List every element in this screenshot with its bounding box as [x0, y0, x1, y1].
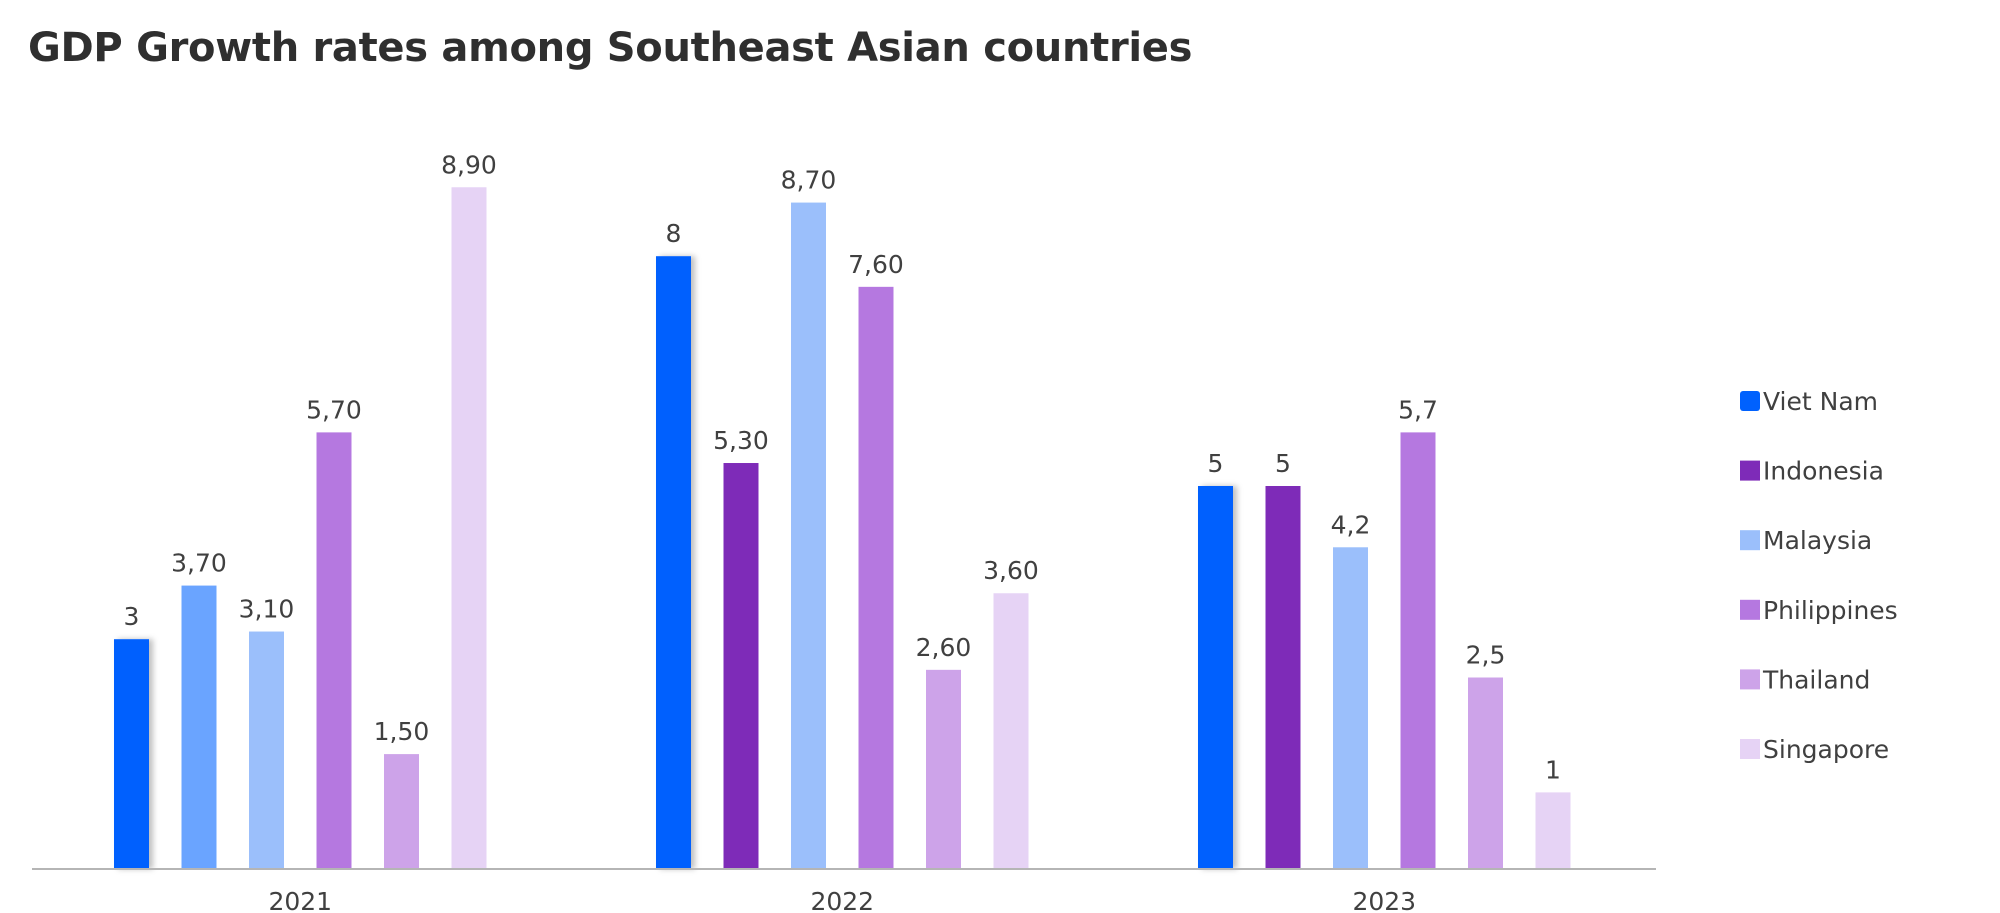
- value-label-singapore-2021: 8,90: [441, 150, 497, 179]
- value-label-malaysia-2022: 8,70: [781, 166, 837, 195]
- value-label-singapore-2023: 1: [1545, 755, 1561, 784]
- legend-label-philippines: Philippines: [1763, 596, 1898, 625]
- legend-swatch-singapore: [1740, 739, 1760, 759]
- legend-swatch-philippines: [1740, 599, 1760, 620]
- value-labels: 3 3,70 3,10 5,70 1,50 8,90 8 5,30 8,70 7,60 2,60 3,…: [124, 150, 1561, 784]
- bars-layer: [114, 187, 1571, 870]
- legend-label-malaysia: Malaysia: [1763, 526, 1872, 555]
- legend-label-indonesia: Indonesia: [1763, 457, 1884, 486]
- legend: Viet Nam Indonesia Malaysia Philippines Thai…: [1740, 387, 1898, 764]
- value-label-indonesia-2022: 5,30: [713, 426, 769, 455]
- bar-malaysia-2021: [249, 631, 284, 869]
- value-label-viet-nam-2022: 8: [666, 219, 682, 248]
- bar-indonesia-2022: [723, 463, 759, 869]
- bar-philippines-2022: [858, 286, 894, 870]
- bar-philippines-2021: [316, 432, 352, 869]
- x-axis: 2021 2022 2023: [32, 868, 1656, 913]
- bar-singapore-2023: [1535, 792, 1571, 869]
- value-label-viet-nam-2023: 5: [1208, 449, 1224, 478]
- bar-malaysia-2023: [1333, 547, 1368, 869]
- value-label-malaysia-2023: 4,2: [1331, 510, 1371, 539]
- value-label-indonesia-2023: 5: [1275, 449, 1291, 478]
- bar-viet-nam-2023: [1198, 486, 1233, 869]
- legend-label-viet-nam: Viet Nam: [1763, 387, 1878, 416]
- value-label-malaysia-2021: 3,10: [239, 595, 295, 624]
- bar-thailand-2022: [926, 669, 961, 869]
- bar-singapore-2022: [993, 593, 1029, 869]
- value-label-viet-nam-2021: 3: [124, 602, 140, 631]
- legend-swatch-thailand: [1740, 669, 1760, 690]
- legend-swatch-malaysia: [1740, 530, 1760, 551]
- value-label-thailand-2022: 2,60: [916, 633, 972, 662]
- legend-swatch-viet-nam: [1740, 391, 1760, 411]
- x-tick-label-2021: 2021: [268, 887, 332, 913]
- value-label-philippines-2021: 5,70: [306, 395, 362, 424]
- bar-singapore-2021: [451, 187, 487, 869]
- legend-label-singapore: Singapore: [1763, 735, 1889, 764]
- bar-malaysia-2022: [791, 202, 826, 869]
- bar-viet-nam-2021: [114, 639, 149, 869]
- legend-label-thailand: Thailand: [1762, 665, 1870, 694]
- bar-thailand-2021: [384, 754, 419, 869]
- x-tick-label-2023: 2023: [1352, 887, 1416, 913]
- value-label-thailand-2021: 1,50: [374, 717, 430, 746]
- value-label-philippines-2022: 7,60: [848, 250, 904, 279]
- bar-thailand-2023: [1468, 677, 1503, 869]
- bar-indonesia-2021: [181, 585, 217, 869]
- value-label-thailand-2023: 2,5: [1466, 641, 1506, 670]
- bar-viet-nam-2022: [656, 256, 691, 869]
- value-label-philippines-2023: 5,7: [1398, 395, 1438, 424]
- value-label-singapore-2022: 3,60: [983, 556, 1039, 585]
- legend-swatch-indonesia: [1740, 460, 1760, 481]
- bar-indonesia-2023: [1265, 486, 1301, 869]
- chart-title: GDP Growth rates among Southeast Asian c…: [28, 25, 1193, 71]
- x-tick-label-2022: 2022: [810, 887, 874, 913]
- bar-philippines-2023: [1400, 432, 1436, 869]
- value-label-indonesia-2021: 3,70: [171, 549, 227, 578]
